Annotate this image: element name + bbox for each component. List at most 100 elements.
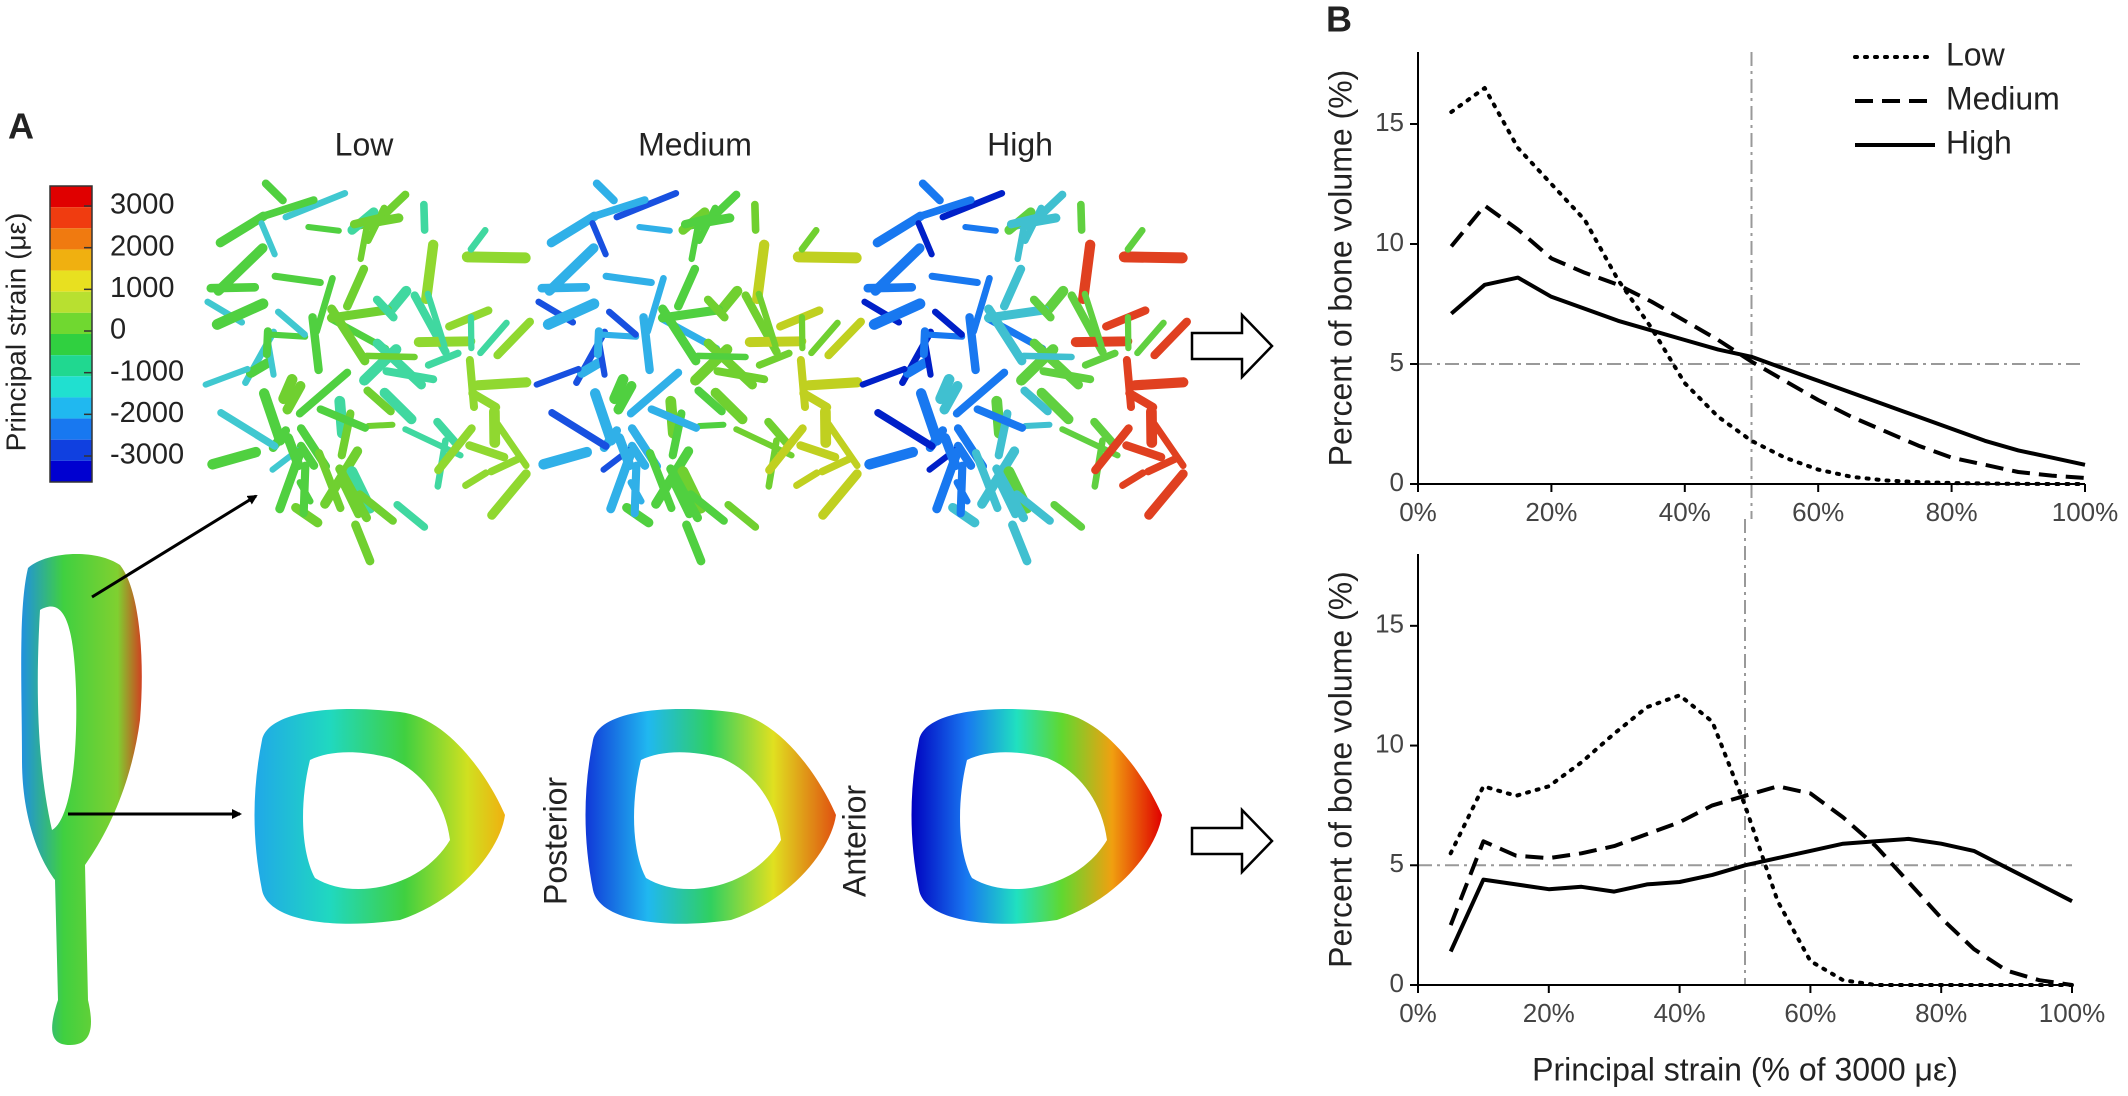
trabecula <box>686 490 728 525</box>
trabecula <box>939 189 1006 221</box>
trabecula <box>824 317 865 360</box>
trabecula <box>696 421 727 430</box>
trabecula <box>271 272 324 287</box>
colorbar-tick-label: 3000 <box>110 189 175 221</box>
trabecula <box>1020 386 1052 416</box>
trabecula <box>657 305 724 323</box>
trabecula <box>971 448 1002 513</box>
trabecula <box>919 327 929 359</box>
data-line <box>1449 86 2087 486</box>
colorbar-title: Principal strain (με) <box>0 213 31 452</box>
trabecula <box>576 357 605 378</box>
x-tick-label: 40% <box>1659 497 1711 527</box>
section-label: Anterior <box>836 785 872 897</box>
trabecula <box>1008 520 1032 566</box>
colorbar-tick-label: 0 <box>110 314 126 346</box>
data-line <box>1448 836 2073 953</box>
trabecula <box>916 196 975 220</box>
trabecula <box>630 461 641 518</box>
trabecula <box>477 319 510 357</box>
trabecula <box>818 469 862 520</box>
colorbar-tick-label: 1000 <box>110 272 175 304</box>
x-tick-label: 100% <box>2039 998 2106 1028</box>
trabecula <box>206 282 260 293</box>
trabecula <box>962 223 999 234</box>
trabecula <box>420 200 429 234</box>
trabecula <box>764 417 793 449</box>
trabecula <box>202 365 251 388</box>
cross-section <box>254 709 505 924</box>
data-line <box>1448 784 2073 987</box>
trabecula <box>818 454 854 476</box>
trabecula <box>952 368 1009 418</box>
trabecula <box>626 368 683 418</box>
trabecula <box>1081 349 1119 369</box>
flow-arrow <box>1190 311 1274 381</box>
x-tick-label: 100% <box>2052 497 2119 527</box>
trabecula <box>864 446 919 470</box>
colorbar-segment <box>50 186 92 208</box>
x-tick-label: 0% <box>1399 998 1437 1028</box>
bone-model <box>21 553 142 1045</box>
trabecula <box>647 405 701 432</box>
panel-label: B <box>1326 0 1352 40</box>
x-tick-label: 0% <box>1399 497 1437 527</box>
trabecula <box>363 386 395 416</box>
trabecula <box>278 374 298 405</box>
trabecula <box>1129 377 1189 391</box>
trabecula <box>433 417 462 449</box>
trabecula <box>935 374 955 405</box>
trabecula <box>461 251 531 264</box>
trabecula <box>682 520 706 566</box>
trabecula <box>928 272 981 287</box>
trabecula <box>1022 421 1053 430</box>
trabecula <box>258 220 278 258</box>
trabecula <box>314 448 345 513</box>
trabecula <box>713 367 769 384</box>
y-tick-label: 15 <box>1375 107 1404 137</box>
trabecula <box>472 377 532 391</box>
trabecula <box>999 264 1026 311</box>
x-tick-label: 20% <box>1525 497 1577 527</box>
trabecula <box>645 448 676 513</box>
trabecula <box>267 331 309 340</box>
trabecula <box>602 272 655 287</box>
trabecula <box>421 239 439 305</box>
trabecula <box>918 179 944 205</box>
column-title: Medium <box>638 126 752 162</box>
trabecula <box>1124 227 1146 253</box>
trabecula <box>1050 500 1086 531</box>
trabecula <box>379 387 417 425</box>
trabecula <box>589 220 609 258</box>
trabecula <box>1012 490 1054 525</box>
trabecula <box>940 433 961 471</box>
trabecula <box>465 441 509 462</box>
trabecula <box>1150 317 1191 360</box>
x-tick-label: 60% <box>1792 497 1844 527</box>
colorbar-segment <box>50 270 92 292</box>
trabecula <box>868 298 926 330</box>
data-line <box>1449 203 2086 480</box>
trabecula <box>1125 389 1158 412</box>
trabecula <box>295 368 352 418</box>
trabecula <box>992 464 1029 523</box>
y-axis-label: Percent of bone volume (%) <box>1322 571 1358 968</box>
trabecula <box>644 274 667 335</box>
trabecula <box>382 367 438 384</box>
trabecula <box>636 223 673 234</box>
trabecula <box>751 200 760 234</box>
trabecula <box>533 365 582 388</box>
colorbar-segment <box>50 312 92 334</box>
colorbar-tick-label: -2000 <box>110 397 184 429</box>
trabecula <box>1122 356 1136 411</box>
trabecula <box>717 285 743 315</box>
trabecula <box>589 388 617 446</box>
section-label: Posterior <box>537 777 573 905</box>
trabecula <box>1144 454 1180 476</box>
trabecula <box>487 469 531 520</box>
x-tick-label: 20% <box>1523 998 1575 1028</box>
colorbar-segment <box>50 376 92 398</box>
trabecula <box>1081 290 1105 350</box>
trabecula <box>468 389 501 412</box>
trabecula <box>1077 200 1086 234</box>
